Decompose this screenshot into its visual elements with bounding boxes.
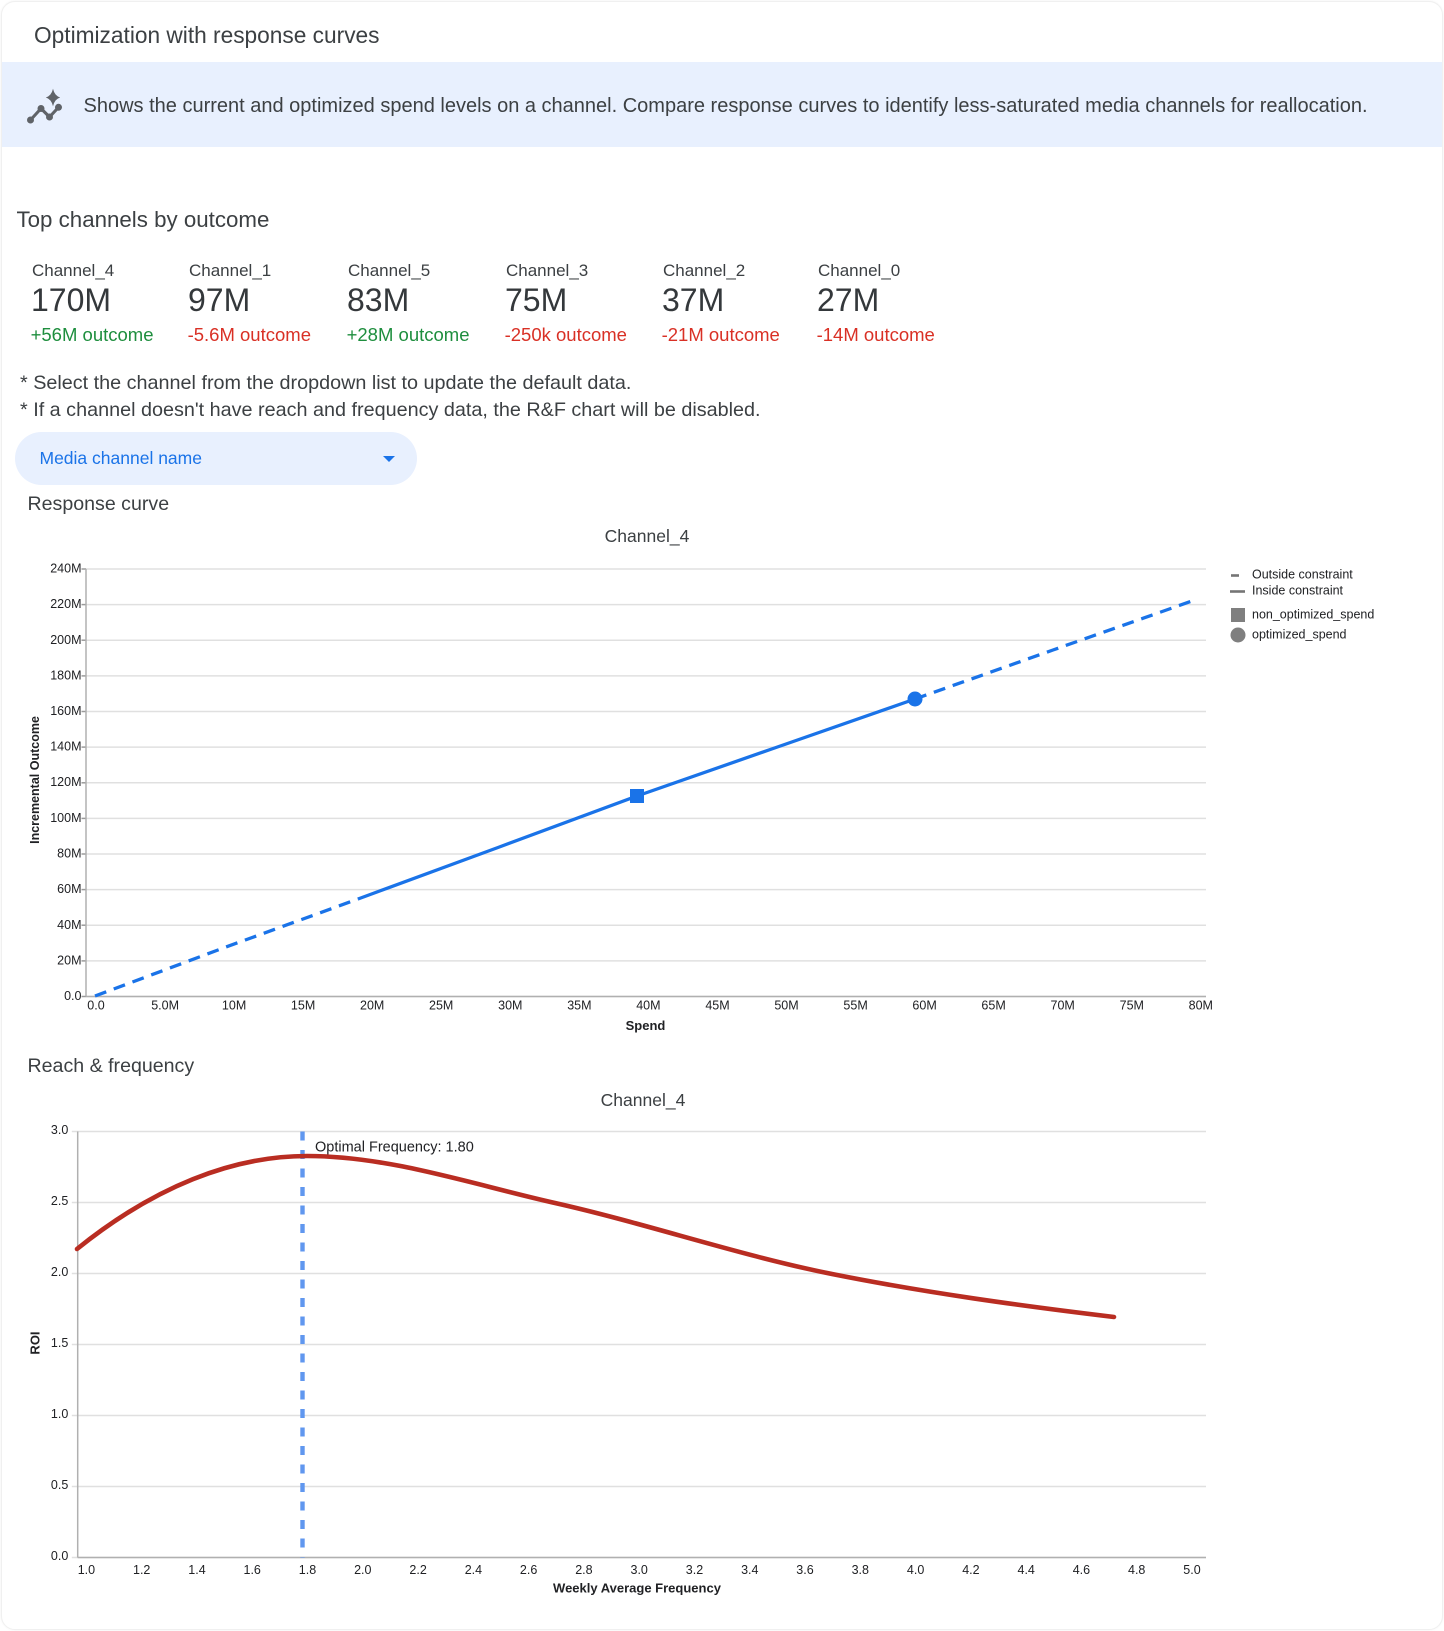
svg-text:2.0: 2.0: [354, 1563, 371, 1577]
svg-text:45M: 45M: [705, 999, 729, 1013]
svg-text:Spend: Spend: [626, 1018, 666, 1033]
svg-text:0.0: 0.0: [87, 999, 104, 1013]
svg-text:75M: 75M: [1120, 999, 1144, 1013]
svg-text:Channel_4: Channel_4: [601, 1090, 686, 1111]
svg-text:3.4: 3.4: [741, 1563, 758, 1577]
svg-text:1.2: 1.2: [133, 1563, 150, 1577]
svg-text:20M: 20M: [57, 953, 81, 967]
svg-text:50M: 50M: [774, 999, 798, 1013]
svg-text:0.0: 0.0: [64, 989, 81, 1003]
svg-text:80M: 80M: [1189, 999, 1213, 1013]
svg-text:1.6: 1.6: [244, 1563, 261, 1577]
svg-text:10M: 10M: [222, 999, 246, 1013]
svg-text:1.8: 1.8: [299, 1563, 316, 1577]
svg-text:Optimal Frequency: 1.80: Optimal Frequency: 1.80: [315, 1140, 474, 1156]
svg-text:70M: 70M: [1051, 999, 1075, 1013]
svg-text:Weekly Average Frequency: Weekly Average Frequency: [553, 1581, 722, 1596]
svg-text:120M: 120M: [50, 775, 81, 789]
svg-text:4.6: 4.6: [1073, 1563, 1090, 1577]
svg-text:2.8: 2.8: [575, 1563, 592, 1577]
svg-text:15M: 15M: [291, 999, 315, 1013]
svg-text:4.8: 4.8: [1128, 1563, 1145, 1577]
svg-text:Outside constraint: Outside constraint: [1252, 568, 1353, 582]
svg-text:180M: 180M: [50, 668, 81, 682]
svg-text:2.4: 2.4: [465, 1563, 482, 1577]
svg-text:3.0: 3.0: [631, 1563, 648, 1577]
svg-text:0.5: 0.5: [51, 1478, 68, 1492]
svg-text:5.0M: 5.0M: [151, 999, 179, 1013]
svg-text:80M: 80M: [57, 847, 81, 861]
svg-text:4.4: 4.4: [1018, 1563, 1035, 1577]
svg-text:1.4: 1.4: [188, 1563, 205, 1577]
svg-text:30M: 30M: [498, 999, 522, 1013]
svg-text:240M: 240M: [50, 562, 81, 576]
svg-text:220M: 220M: [50, 597, 81, 611]
svg-text:3.0: 3.0: [51, 1123, 68, 1137]
svg-text:160M: 160M: [50, 704, 81, 718]
svg-text:1.0: 1.0: [78, 1563, 95, 1577]
svg-text:3.8: 3.8: [852, 1563, 869, 1577]
svg-text:25M: 25M: [429, 999, 453, 1013]
svg-text:200M: 200M: [50, 633, 81, 647]
svg-text:2.0: 2.0: [51, 1265, 68, 1279]
svg-text:2.5: 2.5: [51, 1194, 68, 1208]
svg-text:40M: 40M: [636, 999, 660, 1013]
svg-text:100M: 100M: [50, 811, 81, 825]
svg-text:4.0: 4.0: [907, 1563, 924, 1577]
svg-text:0.0: 0.0: [51, 1549, 68, 1563]
svg-text:4.2: 4.2: [962, 1563, 979, 1577]
svg-text:65M: 65M: [981, 999, 1005, 1013]
svg-text:2.6: 2.6: [520, 1563, 537, 1577]
svg-text:55M: 55M: [843, 999, 867, 1013]
svg-text:3.2: 3.2: [686, 1563, 703, 1577]
svg-text:20M: 20M: [360, 999, 384, 1013]
svg-text:1.0: 1.0: [51, 1407, 68, 1421]
svg-text:3.6: 3.6: [796, 1563, 813, 1577]
svg-text:60M: 60M: [57, 882, 81, 896]
svg-text:5.0: 5.0: [1183, 1563, 1200, 1577]
svg-text:60M: 60M: [912, 999, 936, 1013]
svg-text:2.2: 2.2: [409, 1563, 426, 1577]
svg-text:35M: 35M: [567, 999, 591, 1013]
svg-text:140M: 140M: [50, 740, 81, 754]
svg-text:1.5: 1.5: [51, 1336, 68, 1350]
svg-text:Inside constraint: Inside constraint: [1252, 584, 1344, 598]
svg-text:Incremental Outcome: Incremental Outcome: [28, 716, 42, 844]
svg-text:Channel_4: Channel_4: [605, 526, 690, 547]
svg-text:non_optimized_spend: non_optimized_spend: [1252, 608, 1374, 622]
svg-text:ROI: ROI: [28, 1331, 43, 1354]
svg-text:optimized_spend: optimized_spend: [1252, 628, 1347, 642]
svg-text:40M: 40M: [57, 918, 81, 932]
